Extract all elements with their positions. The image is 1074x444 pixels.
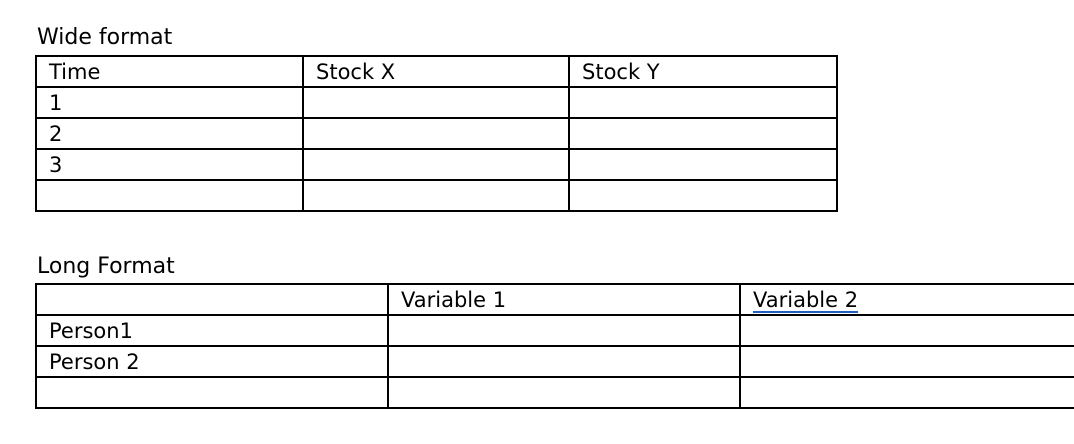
table-cell	[568, 179, 838, 212]
table-cell	[35, 376, 389, 409]
long-format-table: Variable 1 Variable 2 Person1 Person 2	[35, 283, 1074, 409]
table-cell	[35, 179, 304, 212]
table-cell	[568, 86, 838, 119]
table-row: Person 2	[35, 345, 1074, 378]
table-cell	[302, 148, 570, 181]
wide-format-table: Time Stock X Stock Y 1 2 3	[35, 55, 838, 212]
table-cell	[302, 117, 570, 150]
table-row	[35, 376, 1074, 409]
table-cell	[568, 117, 838, 150]
table-row: 2	[35, 117, 838, 150]
table-cell	[568, 148, 838, 181]
table-row	[35, 179, 838, 212]
table-cell: 2	[35, 117, 304, 150]
table-cell: Variable 2	[739, 283, 1074, 316]
variable-2-label: Variable 2	[753, 287, 859, 312]
table-row: 3	[35, 148, 838, 181]
table-cell: 1	[35, 86, 304, 119]
table-cell	[739, 314, 1074, 347]
table-cell	[739, 345, 1074, 378]
table-cell: Person 2	[35, 345, 389, 378]
table-row: Time Stock X Stock Y	[35, 55, 838, 88]
table-row: Variable 1 Variable 2	[35, 283, 1074, 316]
table-cell	[302, 179, 570, 212]
wide-format-heading: Wide format	[37, 25, 173, 50]
table-cell	[387, 376, 741, 409]
table-cell: Person1	[35, 314, 389, 347]
table-cell: Stock X	[302, 55, 570, 88]
table-cell	[387, 314, 741, 347]
table-row: 1	[35, 86, 838, 119]
table-cell: Variable 1	[387, 283, 741, 316]
table-cell: Time	[35, 55, 304, 88]
long-format-heading: Long Format	[37, 254, 175, 279]
table-cell: Stock Y	[568, 55, 838, 88]
table-row: Person1	[35, 314, 1074, 347]
table-cell: 3	[35, 148, 304, 181]
table-cell	[35, 283, 389, 316]
table-cell	[387, 345, 741, 378]
table-cell	[302, 86, 570, 119]
table-cell	[739, 376, 1074, 409]
